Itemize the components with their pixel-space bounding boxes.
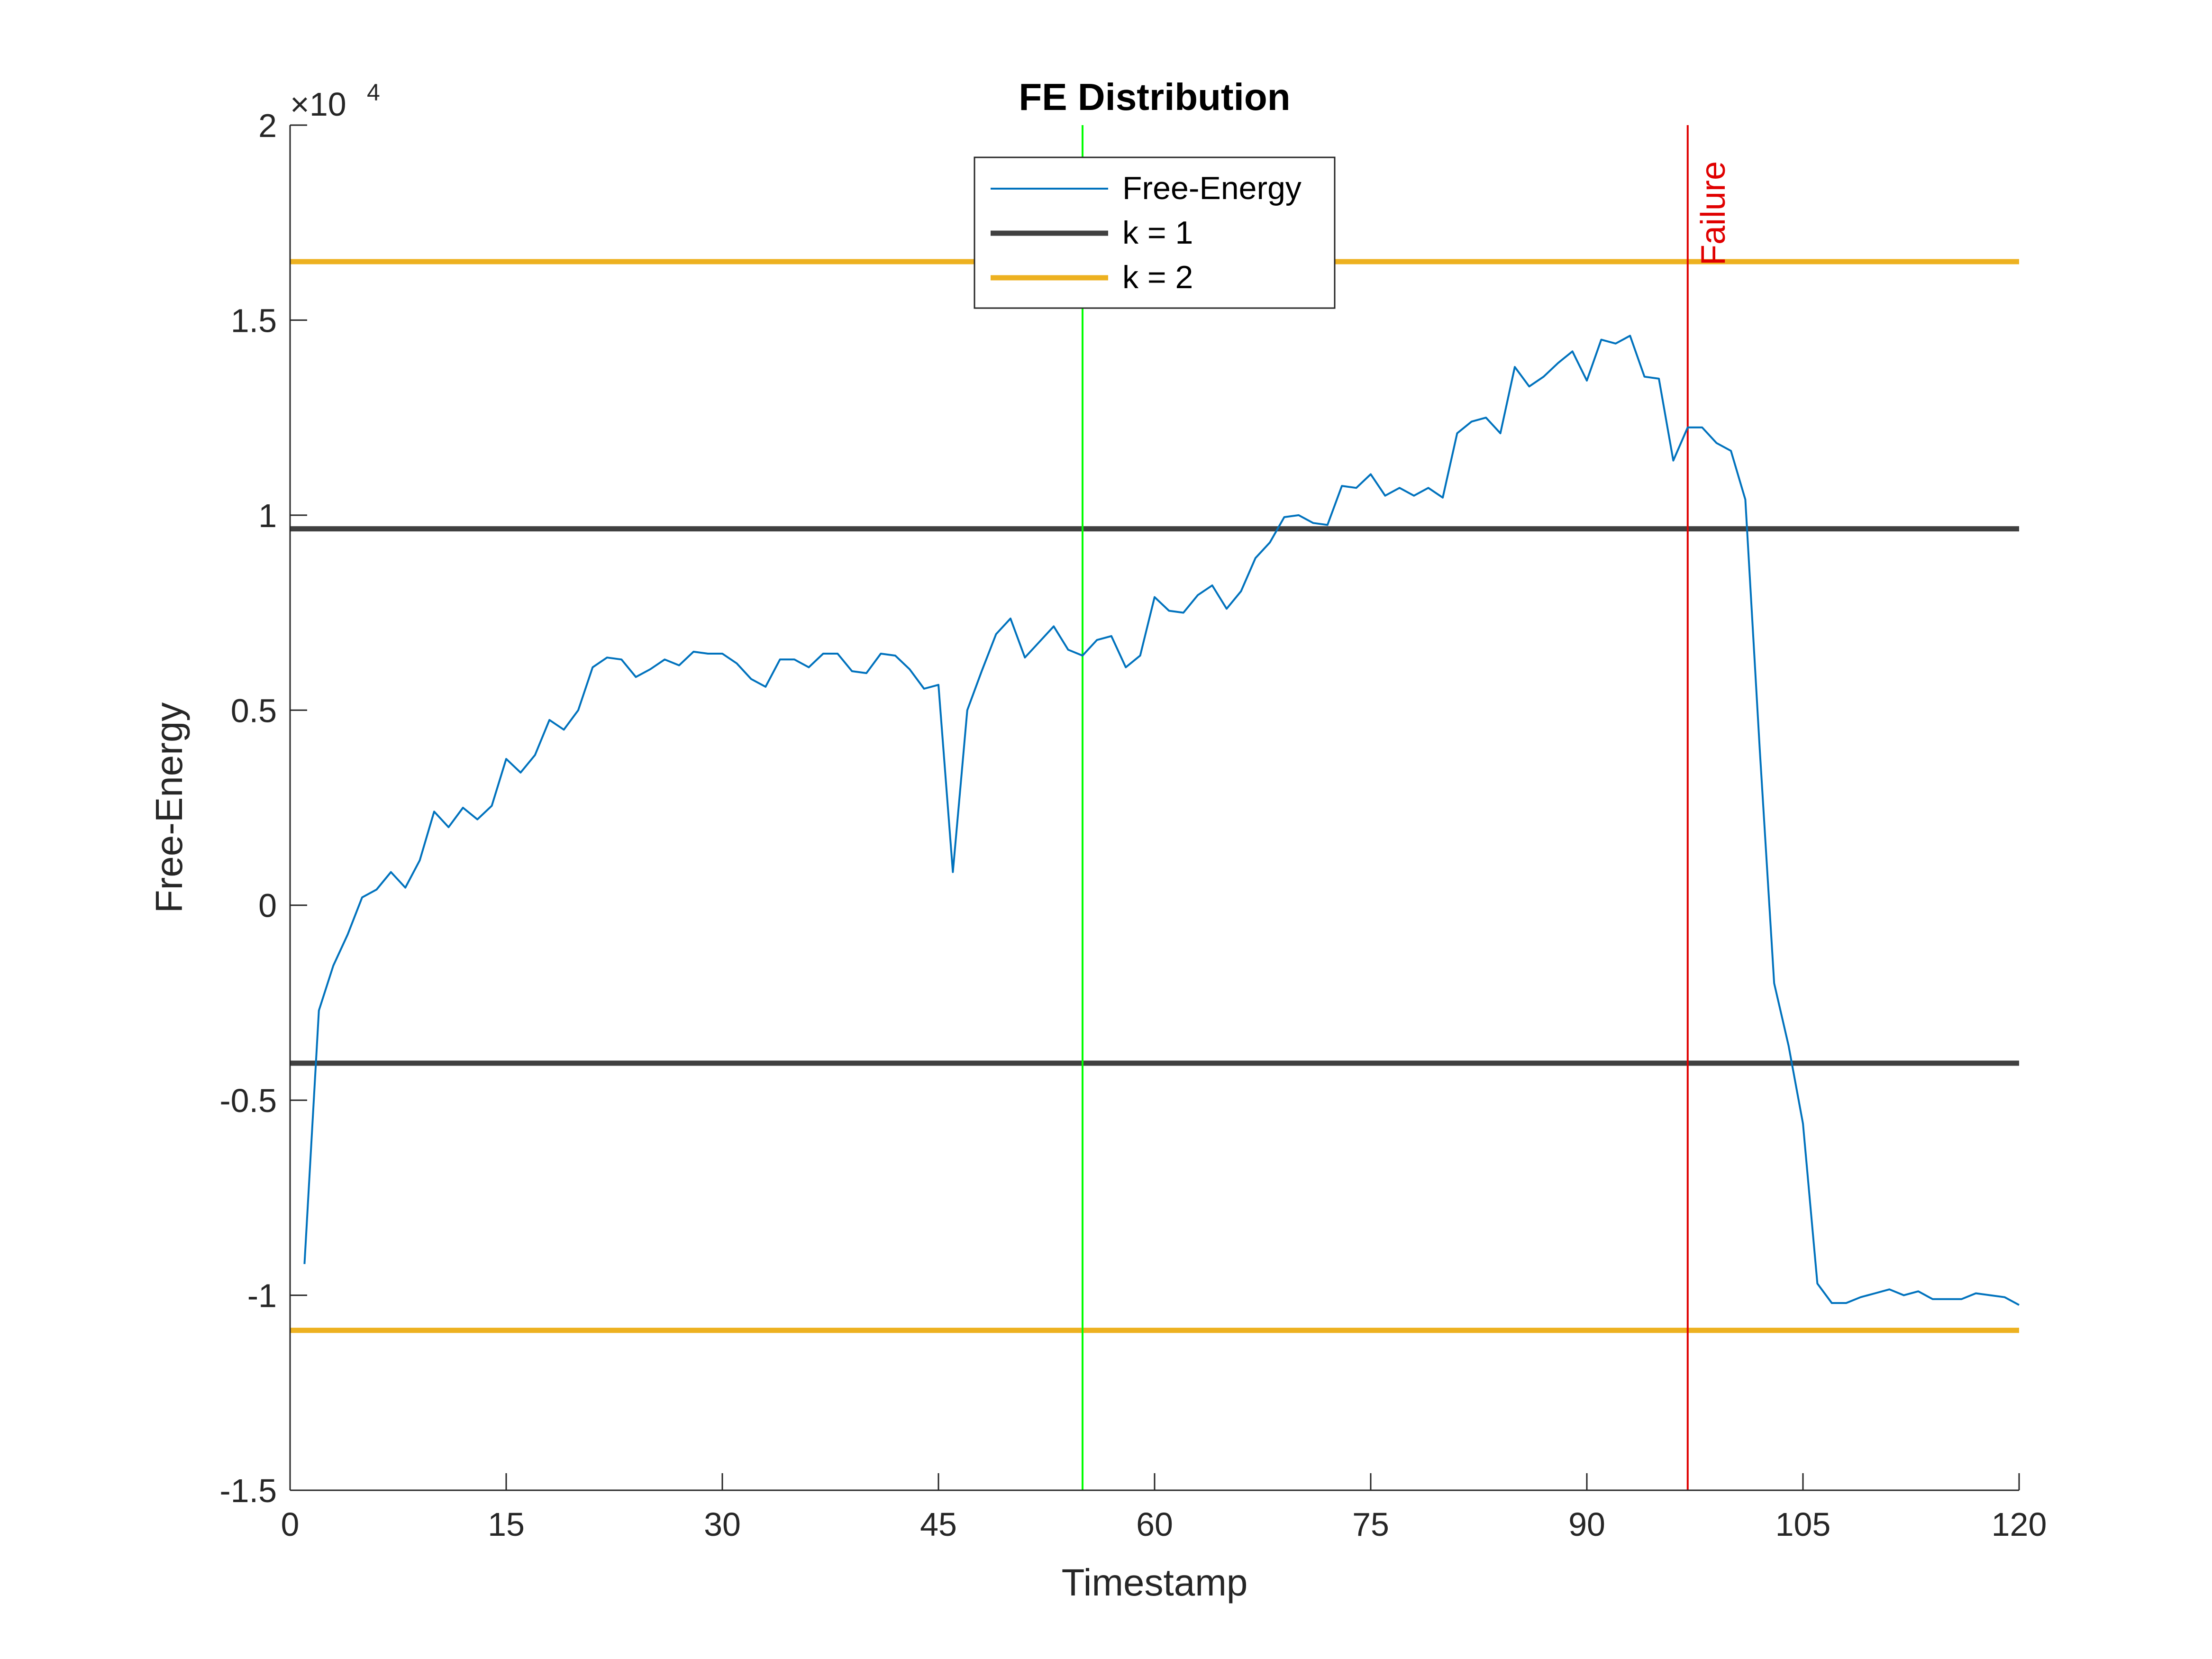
y-tick-label: 1: [258, 497, 277, 534]
vertical-markers: [1082, 125, 1689, 1490]
y-axis-ticks: -1.5 -1 -0.5 0 0.5 1 1.5 2: [219, 107, 307, 1509]
series-line-free-energy: [303, 335, 2020, 1306]
axes-background: [290, 125, 2019, 1490]
legend-label-k1: k = 1: [1122, 215, 1193, 251]
y-axis-label: Free-Energy: [148, 702, 190, 913]
y-tick-label: -1: [247, 1277, 277, 1314]
x-tick-label: 75: [1352, 1506, 1389, 1543]
x-tick-label: 15: [488, 1506, 525, 1543]
x-tick-label: 60: [1136, 1506, 1173, 1543]
y-tick-label: 2: [258, 107, 277, 144]
y-exponent-base: ×10: [290, 86, 346, 123]
legend: Free-Energy k = 1 k = 2: [974, 156, 1336, 309]
failure-annotation-label: Failure: [1694, 161, 1732, 265]
x-axis-label: Timestamp: [1062, 1561, 1248, 1604]
x-tick-label: 105: [1775, 1506, 1831, 1543]
x-tick-label: 0: [281, 1506, 300, 1543]
y-exponent-power: 4: [367, 79, 380, 106]
y-tick-label: -1.5: [219, 1472, 277, 1509]
legend-label-free-energy: Free-Energy: [1122, 170, 1302, 206]
x-tick-label: 45: [920, 1506, 957, 1543]
y-tick-label: 1.5: [231, 302, 277, 339]
x-tick-label: 120: [1992, 1506, 2047, 1543]
chart-title: FE Distribution: [1019, 76, 1290, 118]
y-tick-label: -0.5: [219, 1082, 277, 1119]
x-tick-label: 30: [704, 1506, 741, 1543]
plot-area: 0 15 30 45 60 75 90 105 120 -1.5 -1 -0.5 0 0.5 1 1.5 2: [219, 107, 2047, 1543]
y-tick-label: 0.5: [231, 692, 277, 729]
series-layer: [303, 335, 2020, 1306]
legend-label-k2: k = 2: [1122, 259, 1193, 295]
x-tick-label: 90: [1568, 1506, 1605, 1543]
y-exponent-label: ×10 4: [290, 79, 380, 123]
x-axis-ticks: 0 15 30 45 60 75 90 105 120: [281, 1473, 2047, 1543]
y-tick-label: 0: [258, 887, 277, 924]
annotation-labels: Failure: [1694, 161, 1732, 265]
